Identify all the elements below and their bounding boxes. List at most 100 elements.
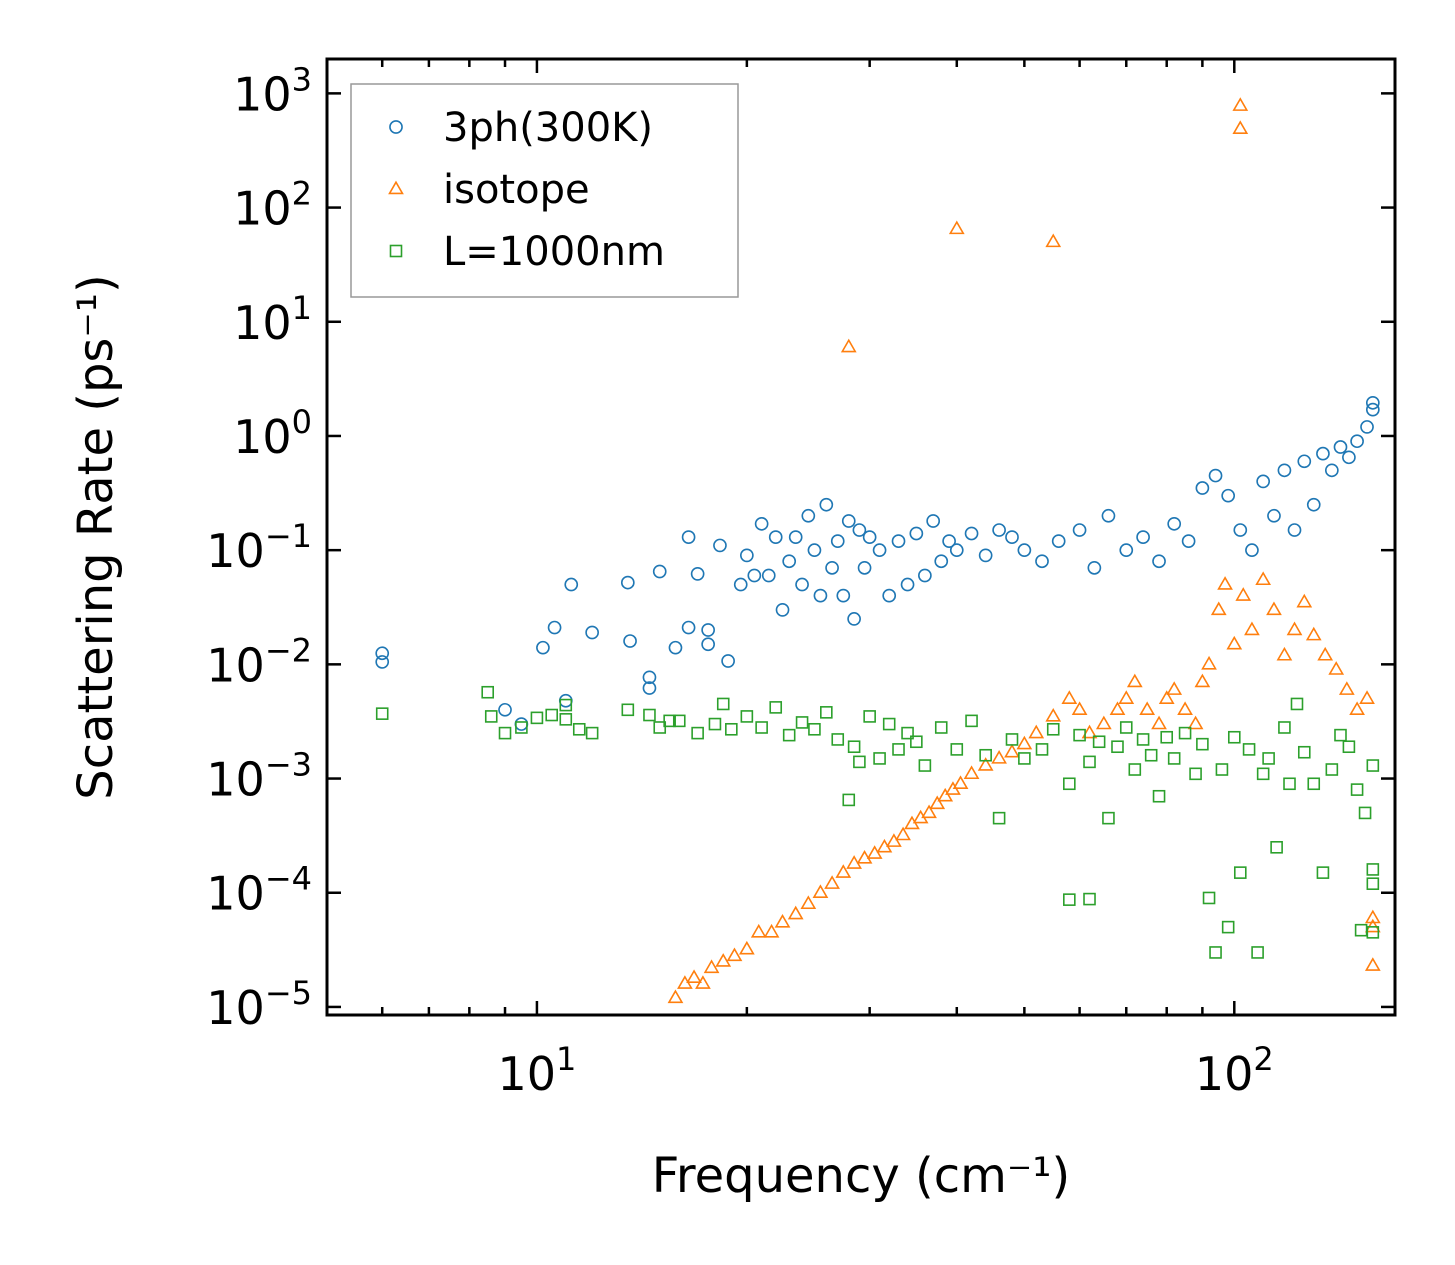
data-point <box>1256 474 1271 489</box>
data-point <box>585 625 599 640</box>
series-triangle <box>667 97 1381 1004</box>
data-point <box>862 530 877 544</box>
data-point <box>1255 571 1272 586</box>
data-point <box>564 577 579 592</box>
data-point <box>1092 735 1106 749</box>
data-point <box>1189 767 1202 781</box>
data-point <box>725 722 738 736</box>
data-point <box>1181 534 1196 548</box>
legend: 3ph(300K) isotope L=1000nm <box>350 83 739 298</box>
data-point <box>1118 690 1135 704</box>
data-point <box>886 833 902 847</box>
data-point <box>1317 646 1334 661</box>
data-point <box>1233 523 1248 537</box>
data-point <box>763 923 780 938</box>
data-point <box>547 620 562 635</box>
data-point <box>1016 735 1033 750</box>
data-point <box>1215 763 1229 776</box>
data-point <box>1209 946 1222 959</box>
data-point <box>1227 730 1241 744</box>
data-point <box>1061 690 1078 704</box>
data-point <box>1063 893 1076 906</box>
data-point <box>1081 724 1098 739</box>
data-point <box>882 717 896 731</box>
data-point <box>1073 728 1086 742</box>
data-point <box>1244 621 1260 636</box>
data-point <box>1278 721 1291 734</box>
data-point <box>807 543 822 558</box>
data-point <box>733 577 748 592</box>
data-point <box>835 864 852 878</box>
data-point <box>847 612 861 626</box>
data-point <box>1242 743 1256 756</box>
data-point <box>1158 690 1175 704</box>
data-point <box>484 710 498 723</box>
data-point <box>1287 523 1302 537</box>
data-point <box>934 554 949 569</box>
legend-marker <box>389 120 403 134</box>
y-tick-label: 102 <box>233 175 312 236</box>
data-point <box>667 989 684 1004</box>
data-point <box>691 726 704 740</box>
data-point <box>774 913 791 928</box>
data-point <box>1307 777 1321 791</box>
data-point <box>992 811 1006 825</box>
y-tick-label: 10−3 <box>206 746 312 807</box>
data-point <box>800 895 817 910</box>
data-point <box>801 508 816 523</box>
data-point <box>1087 560 1102 575</box>
data-point <box>1283 777 1296 791</box>
data-point <box>769 701 783 714</box>
data-point <box>1018 752 1031 765</box>
x-tick-label: 101 <box>497 1040 576 1101</box>
data-point <box>937 787 954 802</box>
data-point <box>620 575 635 590</box>
data-point <box>909 526 924 541</box>
data-point <box>1251 946 1264 959</box>
data-point <box>695 975 711 989</box>
legend-marker <box>389 244 403 258</box>
plot-frame <box>325 57 1397 1017</box>
data-point <box>1139 701 1156 716</box>
data-point <box>652 564 667 579</box>
data-point <box>1342 450 1356 465</box>
data-point <box>726 947 743 962</box>
data-point <box>978 548 993 563</box>
data-point <box>1119 543 1134 558</box>
data-point <box>1297 745 1311 759</box>
data-point <box>812 884 829 898</box>
data-point <box>1160 730 1174 744</box>
data-point <box>1358 806 1372 820</box>
data-point <box>621 703 635 717</box>
data-point <box>1276 646 1293 661</box>
x-tick-label: 102 <box>1195 1040 1274 1101</box>
data-point <box>1232 97 1249 111</box>
data-point <box>1233 866 1247 879</box>
y-tick-label: 10−5 <box>206 974 312 1035</box>
data-point <box>918 568 932 583</box>
data-point <box>498 726 512 740</box>
data-point <box>900 577 915 592</box>
data-point <box>1202 891 1216 905</box>
data-point <box>1270 841 1283 854</box>
data-point <box>545 708 559 722</box>
data-point <box>775 603 790 617</box>
data-point <box>663 714 676 728</box>
data-point <box>721 654 735 668</box>
data-point <box>1334 728 1347 742</box>
data-point <box>1101 508 1116 523</box>
data-point <box>1364 957 1381 971</box>
x-tick-labels: 101 102 <box>497 1040 1273 1101</box>
data-point <box>1221 920 1235 934</box>
data-point <box>750 923 767 938</box>
data-point <box>918 759 932 772</box>
data-point <box>1136 733 1150 746</box>
data-point <box>882 588 897 603</box>
data-point <box>991 750 1007 764</box>
data-point <box>1354 923 1368 937</box>
data-point <box>948 220 965 235</box>
data-point <box>1051 534 1066 548</box>
data-point <box>1290 697 1304 711</box>
data-point <box>1144 748 1158 762</box>
y-tick-label: 10−2 <box>206 631 312 692</box>
